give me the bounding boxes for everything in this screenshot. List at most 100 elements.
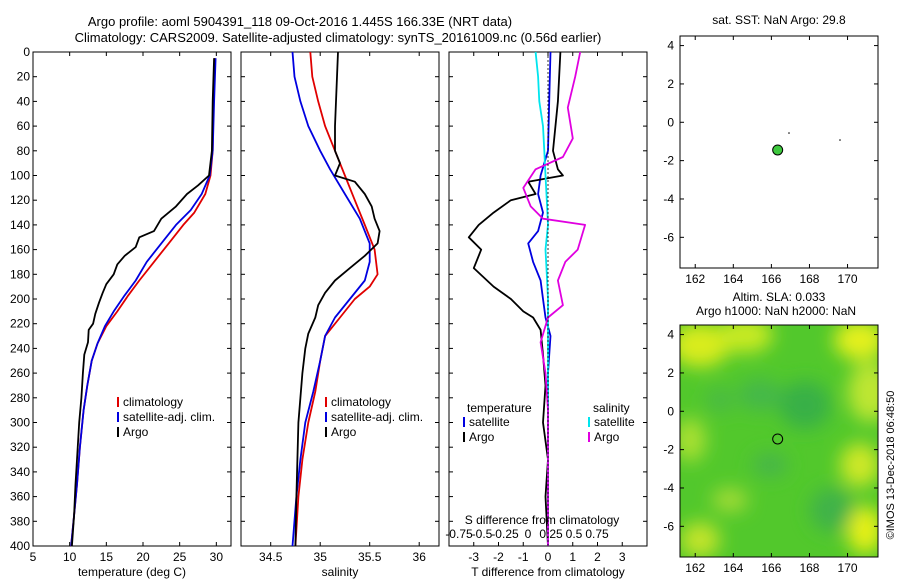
depth-tick-label: 180 — [10, 267, 30, 281]
sat_sst_map-ytick-label: -2 — [663, 154, 674, 168]
legend-label: satellite — [594, 415, 635, 429]
profile-line — [467, 51, 564, 547]
legend-label: satellite-adj. clim. — [123, 410, 215, 424]
profile-line — [71, 58, 215, 547]
difference-xtick-label: 0 — [545, 550, 552, 564]
side-timestamp: ©IMOS 13-Dec-2018 06:48:50 — [885, 391, 897, 540]
sat_sst_map-xtick-label: 162 — [685, 272, 705, 286]
altimetry_map-ytick-label: -2 — [663, 443, 674, 457]
sla-field-blob — [810, 488, 854, 532]
sla-field-blob — [840, 443, 878, 487]
legend-label: Argo — [469, 430, 495, 444]
difference-xtick-label: 1 — [569, 550, 576, 564]
depth-tick-label: 200 — [10, 292, 30, 306]
diff-s-tick-label: 0.25 — [539, 527, 563, 541]
sat_sst_map-xtick-label: 170 — [838, 272, 858, 286]
figure-title-line2: Climatology: CARS2009. Satellite-adjuste… — [75, 30, 602, 45]
depth-tick-label: 300 — [10, 416, 30, 430]
altimetry_map-ytick-label: 0 — [667, 404, 674, 418]
figure-title-line1: Argo profile: aoml 5904391_118 09-Oct-20… — [88, 14, 512, 29]
sat_sst_map-ytick-label: -4 — [663, 192, 674, 206]
salinity-xtick-label: 35.5 — [358, 550, 382, 564]
depth-tick-label: 220 — [10, 317, 30, 331]
salinity-series-group — [291, 51, 381, 547]
altimetry_map-ytick-label: 2 — [667, 366, 674, 380]
coast-dot — [839, 139, 841, 141]
argo-location-marker — [772, 144, 784, 156]
depth-tick-label: 240 — [10, 341, 30, 355]
sst-map-title: sat. SST: NaN Argo: 29.8 — [712, 13, 846, 27]
profile-line — [291, 51, 371, 547]
sla-field-blob — [680, 522, 720, 557]
altimetry_map-ytick-label: -6 — [663, 519, 674, 533]
diff-s-tick-label: 0.5 — [566, 527, 583, 541]
salinity-xtick-label: 34.5 — [259, 550, 283, 564]
diff-legend-title-temperature: temperature — [467, 401, 532, 415]
difference-xtick-label: -1 — [518, 550, 529, 564]
profile-line — [70, 58, 217, 547]
depth-tick-label: 400 — [10, 539, 30, 553]
altimetry_map-axes-box — [679, 324, 879, 558]
temperature-xtick-label: 10 — [63, 550, 77, 564]
profile-line — [294, 51, 381, 547]
legend-label: climatology — [331, 395, 391, 409]
diff-s-tick-label: 0 — [525, 527, 532, 541]
depth-tick-label: 340 — [10, 465, 30, 479]
sat_sst_map-xtick-label: 166 — [761, 272, 781, 286]
sat_sst_map-ytick-label: -6 — [663, 230, 674, 244]
depth-tick-label: 80 — [17, 144, 31, 158]
depth-tick-label: 20 — [17, 70, 31, 84]
temperature-xtick-label: 25 — [173, 550, 187, 564]
depth-tick-label: 120 — [10, 193, 30, 207]
sla-field-blob — [752, 453, 788, 477]
altimetry_map-xtick-label: 164 — [723, 561, 743, 575]
legend-label: climatology — [123, 395, 183, 409]
altimetry_map-xtick-label: 166 — [761, 561, 781, 575]
difference-xtick-label: 3 — [619, 550, 626, 564]
salinity-xlabel: salinity — [322, 565, 359, 579]
diff-s-tick-label: -0.75 — [445, 527, 473, 541]
temperature-xtick-label: 30 — [210, 550, 224, 564]
temperature-xtick-label: 15 — [100, 550, 114, 564]
sla-field-blob — [706, 388, 734, 412]
diff-legend-title-salinity: salinity — [593, 401, 630, 415]
depth-tick-label: 40 — [17, 94, 31, 108]
sla-field-blob — [680, 418, 706, 462]
difference-xlabel: T difference from climatology — [471, 565, 625, 579]
legend-label: satellite — [469, 415, 510, 429]
depth-tick-label: 360 — [10, 490, 30, 504]
difference-xtick-label: -2 — [493, 550, 504, 564]
salinity-axes-box — [240, 51, 440, 547]
legend-label: satellite-adj. clim. — [331, 410, 423, 424]
depth-tick-label: 260 — [10, 366, 30, 380]
temperature-series-group — [70, 58, 217, 547]
diff-top-axis-label: S difference from climatology — [465, 513, 620, 527]
sla-map-subtitle: Argo h1000: NaN h2000: NaN — [696, 304, 856, 318]
difference-xtick-label: 2 — [594, 550, 601, 564]
sat_sst_map-ytick-label: 4 — [667, 39, 674, 53]
sla-field-blob — [779, 381, 831, 429]
sla-field-blob — [848, 362, 878, 422]
sla-map-title: Altim. SLA: 0.033 — [733, 290, 826, 304]
temperature-xtick-label: 20 — [136, 550, 150, 564]
difference-xtick-label: -3 — [468, 550, 479, 564]
temperature-axes-box — [32, 51, 232, 547]
sla-field-blob — [834, 325, 878, 360]
legend-label: Argo — [594, 430, 620, 444]
diff-s-tick-label: 0.75 — [585, 527, 609, 541]
sla-field-blob — [712, 488, 748, 512]
depth-tick-label: 140 — [10, 218, 30, 232]
profile-line — [294, 51, 379, 547]
altimetry_map-xtick-label: 170 — [838, 561, 858, 575]
depth-tick-label: 160 — [10, 243, 30, 257]
coast-dot — [788, 132, 790, 134]
altimetry_map-ytick-label: 4 — [667, 328, 674, 342]
sat_sst_map-ytick-label: 2 — [667, 77, 674, 91]
depth-tick-label: 320 — [10, 440, 30, 454]
temperature-xtick-label: 5 — [30, 550, 37, 564]
argo-location-marker — [772, 433, 784, 445]
legend-label: Argo — [123, 425, 149, 439]
plot-layer: 0204060801001201401601802002202402602803… — [10, 13, 879, 579]
